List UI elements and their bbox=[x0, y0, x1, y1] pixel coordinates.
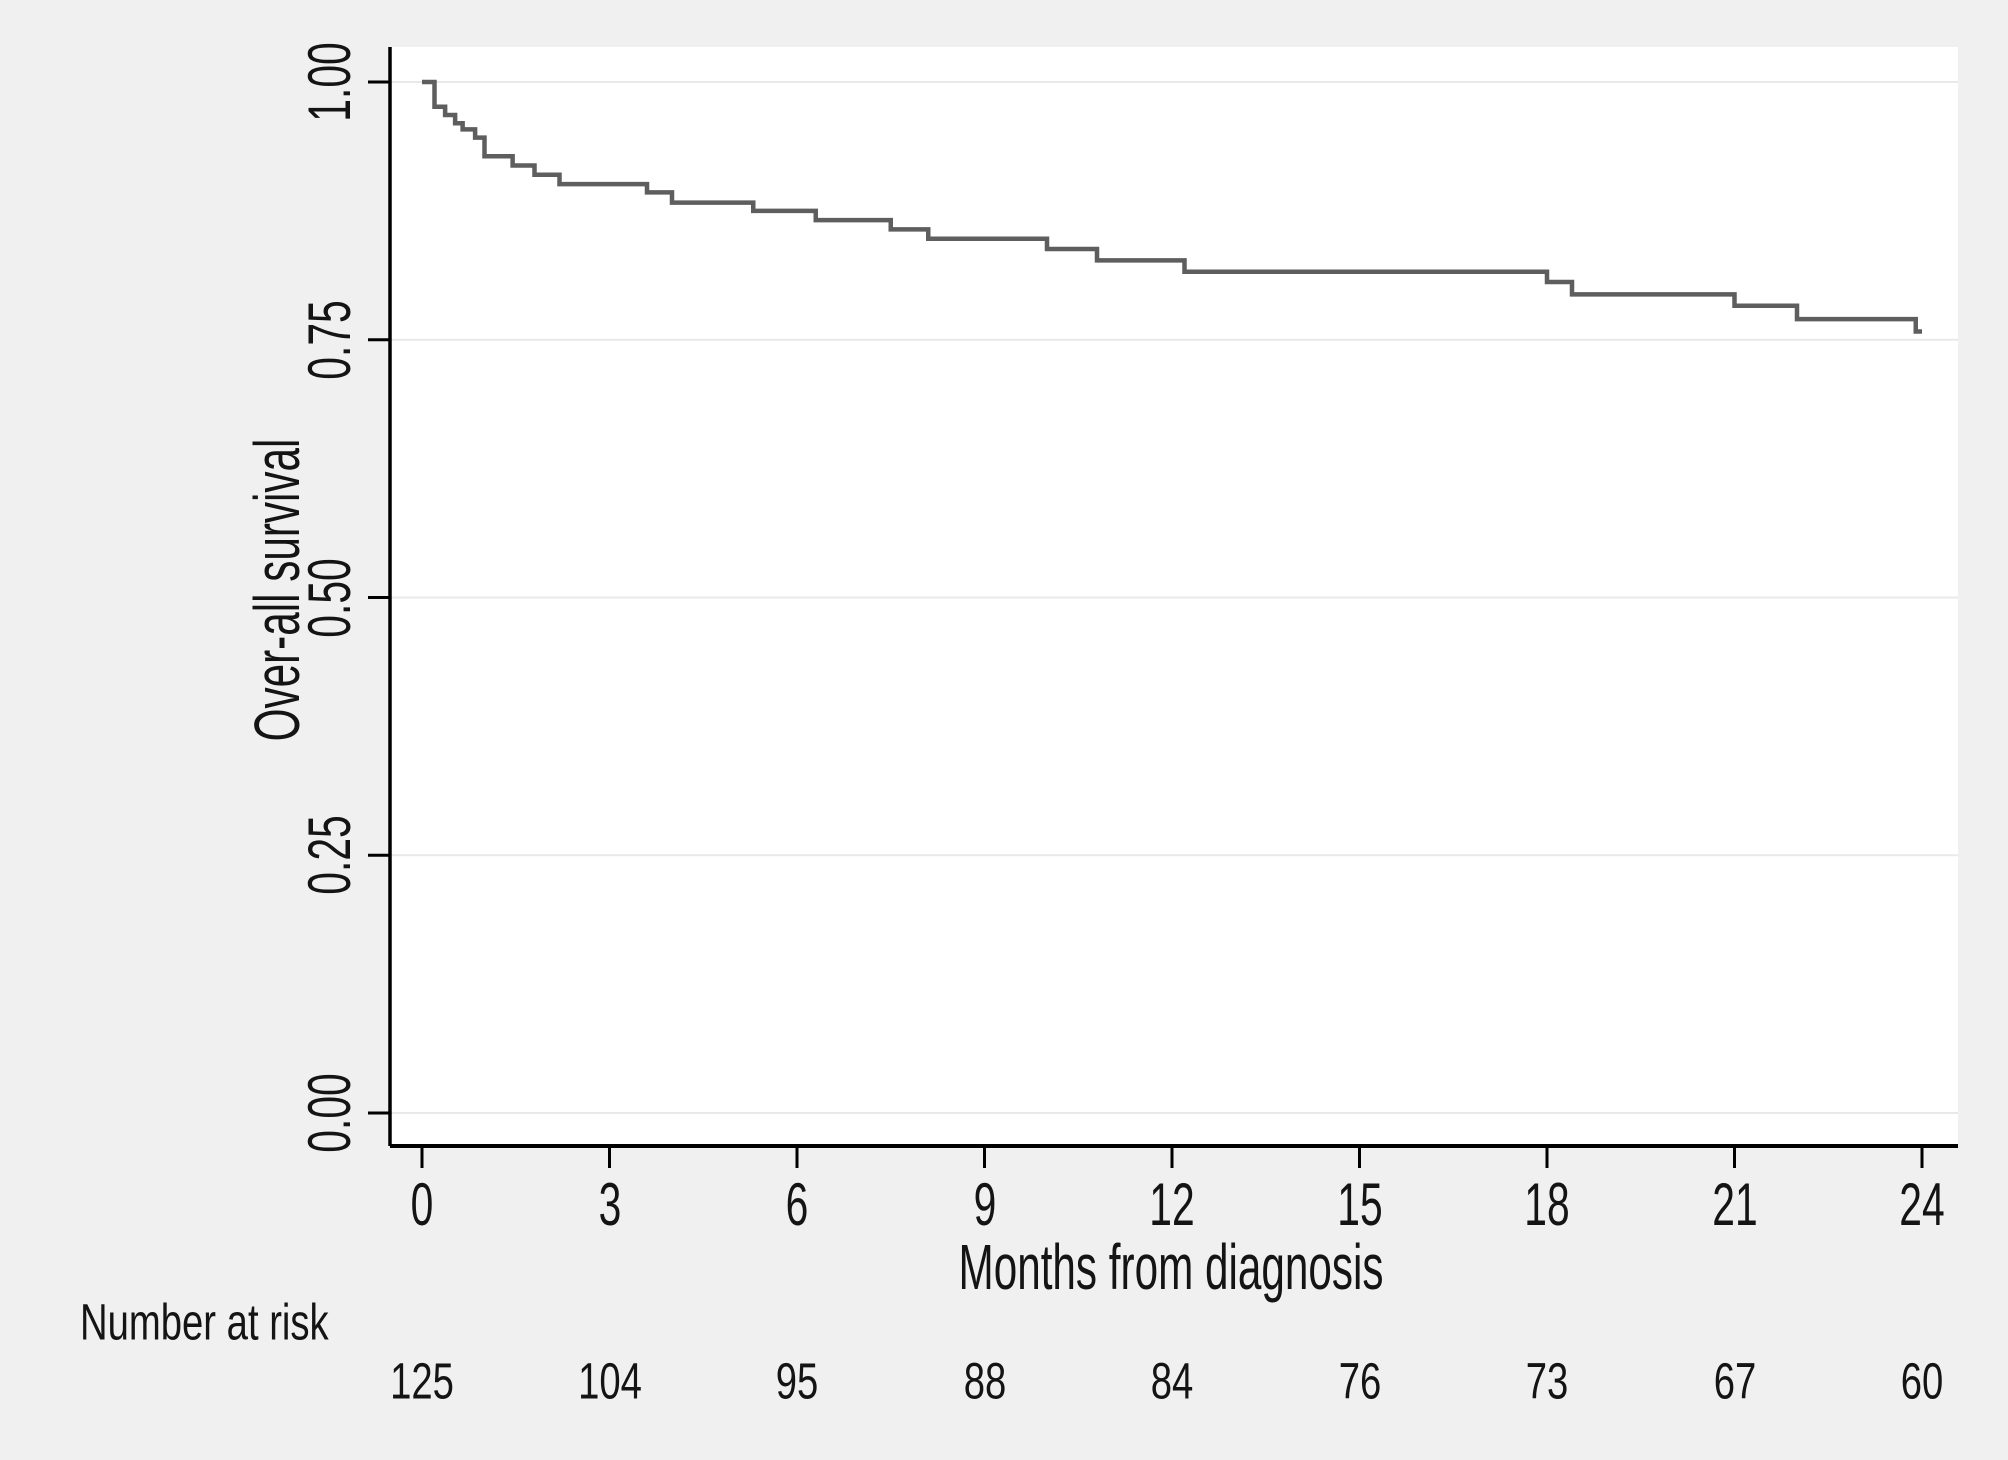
y-tick-label: 1.00 bbox=[296, 42, 363, 122]
risk-count: 76 bbox=[1338, 1352, 1381, 1410]
risk-count: 88 bbox=[963, 1352, 1006, 1410]
x-axis-title: Months from diagnosis bbox=[958, 1231, 1384, 1303]
risk-count: 73 bbox=[1525, 1352, 1569, 1410]
x-tick-label: 3 bbox=[598, 1171, 621, 1238]
survival-curve bbox=[422, 79, 1922, 334]
risk-table-label: Number at risk bbox=[80, 1293, 329, 1351]
x-tick-label: 12 bbox=[1149, 1171, 1195, 1238]
y-tick-label: 0.25 bbox=[296, 815, 363, 895]
y-tick-label: 0.50 bbox=[296, 557, 363, 638]
risk-count: 95 bbox=[775, 1352, 819, 1410]
x-tick-label: 0 bbox=[410, 1171, 434, 1238]
risk-count: 104 bbox=[577, 1352, 642, 1410]
risk-count: 125 bbox=[390, 1352, 454, 1410]
risk-count: 67 bbox=[1713, 1352, 1756, 1410]
risk-count: 84 bbox=[1150, 1352, 1194, 1410]
x-tick-label: 6 bbox=[785, 1171, 809, 1238]
x-tick-label: 18 bbox=[1524, 1171, 1570, 1238]
x-tick-label: 24 bbox=[1899, 1171, 1945, 1238]
x-tick-label: 15 bbox=[1336, 1171, 1383, 1238]
y-tick-label: 0.75 bbox=[296, 300, 363, 380]
x-tick-label: 9 bbox=[973, 1171, 996, 1238]
y-tick-label: 0.00 bbox=[296, 1073, 363, 1153]
x-tick-label: 21 bbox=[1711, 1171, 1758, 1238]
risk-count: 60 bbox=[1900, 1352, 1944, 1410]
